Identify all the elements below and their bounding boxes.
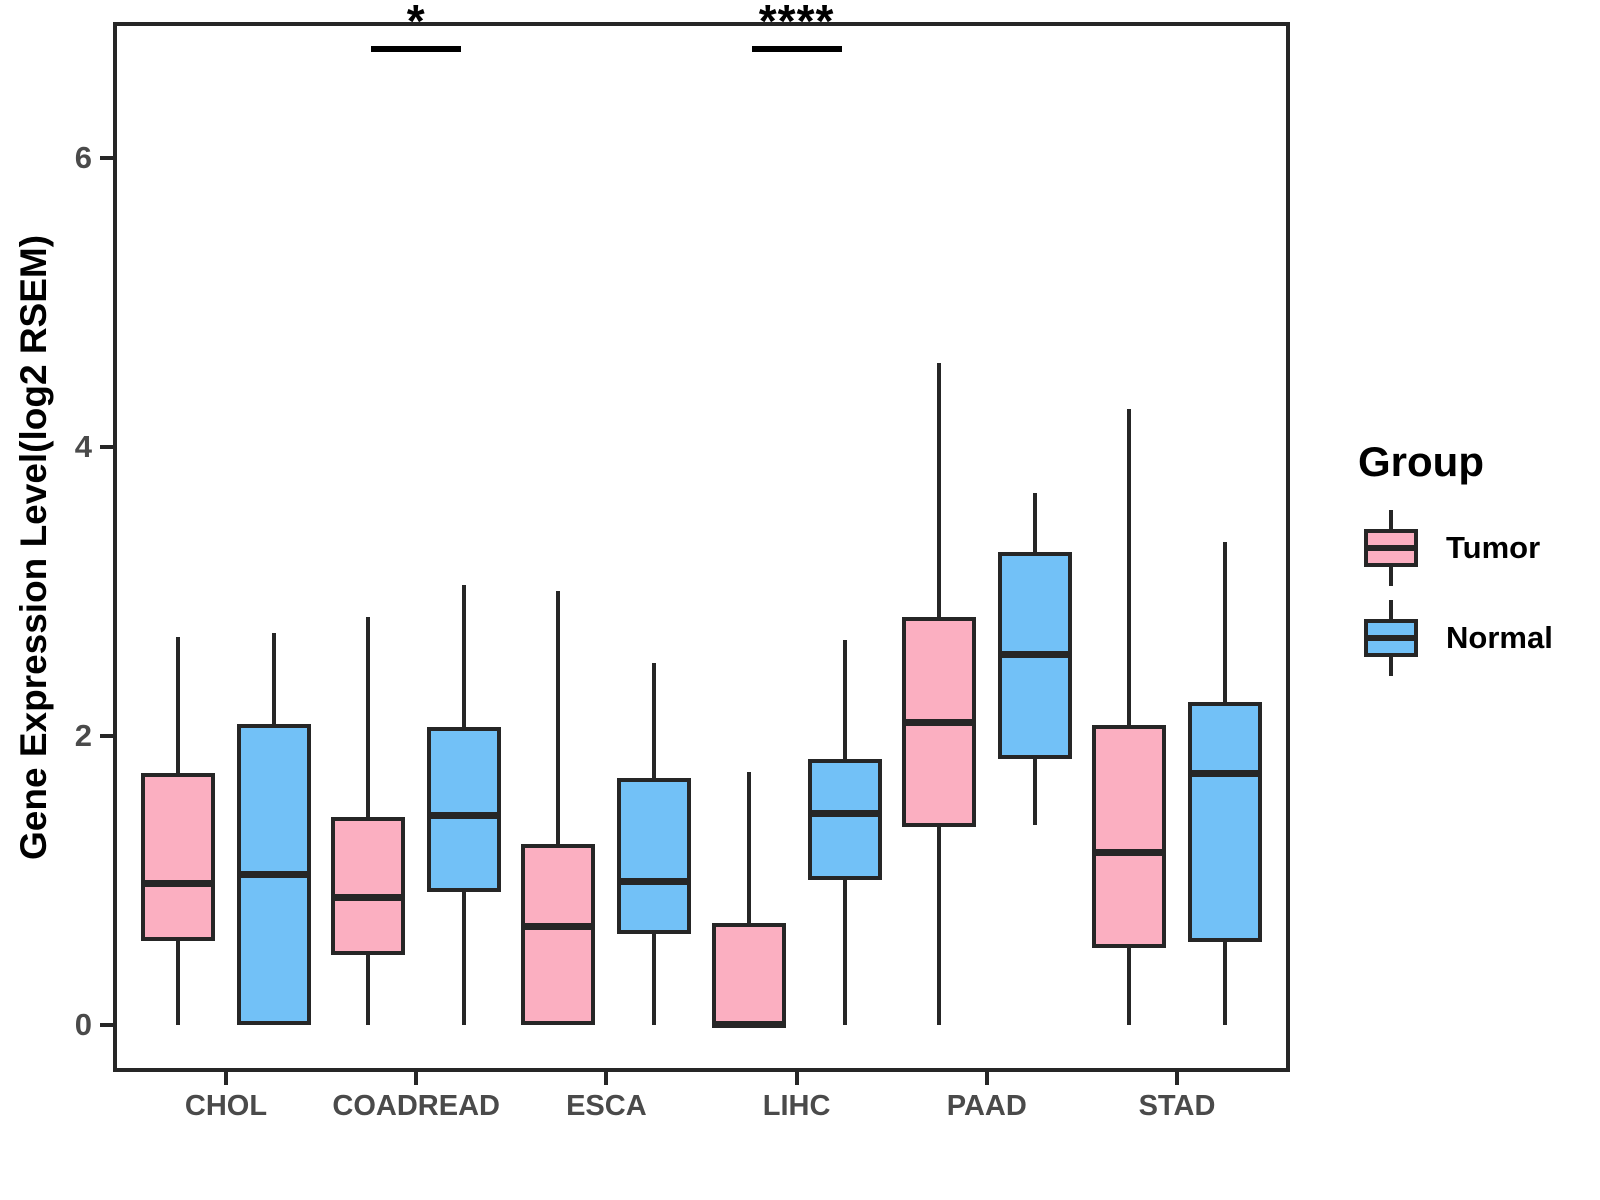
y-tick-label: 6 (74, 139, 92, 175)
paad-tumor-upper-whisker (936, 362, 941, 618)
x-tick-mark (224, 1072, 228, 1085)
stad-tumor-box (1092, 725, 1166, 949)
esca-normal-lower-whisker (652, 933, 657, 1025)
paad-normal-median (997, 651, 1072, 659)
significance-stars: * (406, 0, 426, 47)
plot-panel (113, 22, 1290, 1072)
lihc-tumor-median (711, 1021, 786, 1029)
y-tick-mark (100, 733, 113, 738)
legend-title: Group (1358, 438, 1484, 485)
coadread-normal-box (427, 726, 502, 892)
paad-normal-upper-whisker (1032, 492, 1037, 553)
stad-normal-lower-whisker (1223, 942, 1227, 1025)
x-tick-label-paad: PAAD (946, 1090, 1027, 1122)
stad-tumor-median (1092, 849, 1166, 857)
significance-lihc: **** (751, 0, 842, 52)
lihc-normal-upper-whisker (842, 640, 847, 759)
x-tick-mark (604, 1072, 609, 1085)
legend-item-tumor: Tumor (1338, 510, 1553, 586)
x-tick-mark (414, 1072, 419, 1085)
y-tick-mark (100, 155, 113, 160)
x-tick-label-lihc: LIHC (762, 1090, 831, 1122)
significance-line (371, 46, 462, 52)
coadread-tumor-upper-whisker (366, 617, 371, 817)
lihc-normal-median (807, 810, 882, 818)
lihc-tumor-upper-whisker (746, 771, 751, 924)
esca-normal-box (617, 777, 692, 934)
coadread-normal-lower-whisker (462, 891, 467, 1025)
legend-label-tumor: Tumor (1446, 530, 1541, 565)
paad-tumor-lower-whisker (936, 826, 941, 1025)
plot-area (117, 26, 1286, 1068)
coadread-tumor-median (331, 893, 406, 901)
chol-tumor-upper-whisker (176, 637, 180, 774)
y-tick-label: 4 (74, 428, 92, 464)
coadread-tumor-box (331, 816, 406, 956)
esca-tumor-box (521, 843, 596, 1025)
lihc-normal-box (807, 758, 882, 881)
significance-line (751, 46, 842, 52)
esca-tumor-median (521, 922, 596, 930)
stad-normal-median (1188, 769, 1262, 777)
y-tick-label: 2 (74, 717, 92, 753)
stad-normal-box (1188, 702, 1262, 943)
legend: Group Tumor Normal (1338, 438, 1553, 690)
stad-tumor-upper-whisker (1127, 408, 1131, 726)
significance-coadread: * (371, 0, 462, 52)
esca-normal-upper-whisker (652, 663, 657, 778)
coadread-normal-median (427, 811, 502, 819)
significance-stars: **** (758, 0, 835, 47)
coadread-normal-upper-whisker (462, 585, 467, 727)
chol-tumor-median (141, 879, 215, 887)
lihc-tumor-box (711, 923, 786, 1025)
y-axis-title: Gene Expression Level(log2 RSEM) (13, 234, 54, 860)
esca-normal-median (617, 878, 692, 886)
coadread-tumor-lower-whisker (366, 955, 371, 1025)
x-tick-mark (794, 1072, 799, 1085)
chol-tumor-box (141, 773, 215, 941)
x-tick-label-chol: CHOL (184, 1090, 268, 1122)
esca-tumor-upper-whisker (556, 591, 561, 844)
normal-boxplot-glyph-icon (1364, 600, 1418, 676)
legend-label-normal: Normal (1446, 620, 1553, 655)
y-tick-label: 0 (74, 1006, 92, 1042)
x-tick-label-coadread: COADREAD (332, 1090, 500, 1122)
paad-normal-lower-whisker (1032, 758, 1037, 826)
paad-tumor-median (901, 719, 976, 727)
chol-normal-upper-whisker (272, 632, 276, 725)
y-tick-mark (100, 1022, 113, 1027)
legend-item-normal: Normal (1338, 600, 1553, 676)
y-tick-mark (100, 444, 113, 449)
stad-tumor-lower-whisker (1127, 948, 1131, 1025)
x-tick-label-stad: STAD (1138, 1090, 1216, 1122)
x-tick-mark (1175, 1072, 1179, 1085)
x-tick-mark (984, 1072, 989, 1085)
stad-normal-upper-whisker (1223, 541, 1227, 703)
x-tick-label-esca: ESCA (566, 1090, 647, 1122)
chol-tumor-lower-whisker (176, 940, 180, 1025)
lihc-normal-lower-whisker (842, 880, 847, 1025)
chol-normal-median (237, 870, 311, 878)
tumor-boxplot-glyph-icon (1364, 510, 1418, 586)
